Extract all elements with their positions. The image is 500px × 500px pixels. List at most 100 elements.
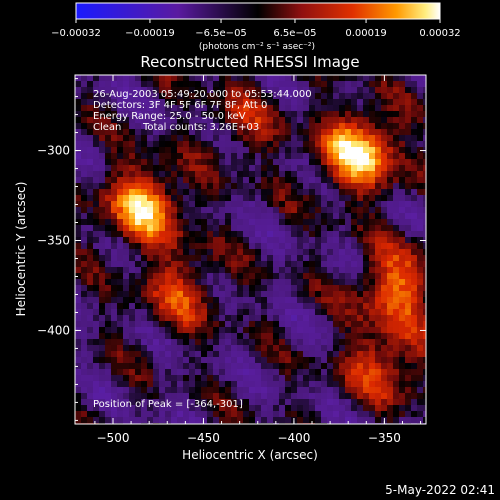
heatmap-cell bbox=[363, 381, 369, 387]
heatmap-cell bbox=[189, 345, 195, 351]
heatmap-cell bbox=[291, 171, 297, 177]
heatmap-cell bbox=[195, 387, 201, 393]
heatmap-cell bbox=[297, 303, 303, 309]
heatmap-cell bbox=[75, 219, 81, 225]
heatmap-cell bbox=[165, 243, 171, 249]
heatmap-cell bbox=[387, 411, 393, 417]
heatmap-cell bbox=[405, 171, 411, 177]
heatmap-cell bbox=[411, 237, 417, 243]
heatmap-cell bbox=[183, 339, 189, 345]
heatmap-cell bbox=[393, 339, 399, 345]
heatmap-cell bbox=[105, 381, 111, 387]
heatmap-cell bbox=[303, 81, 309, 87]
heatmap-cell bbox=[411, 309, 417, 315]
heatmap-cell bbox=[417, 369, 423, 375]
heatmap-cell bbox=[189, 231, 195, 237]
heatmap-cell bbox=[417, 129, 423, 135]
heatmap-cell bbox=[333, 411, 339, 417]
heatmap-cell bbox=[399, 405, 405, 411]
heatmap-cell bbox=[141, 363, 147, 369]
heatmap-cell bbox=[261, 315, 267, 321]
heatmap-cell bbox=[165, 351, 171, 357]
heatmap-cell bbox=[165, 99, 171, 105]
heatmap-cell bbox=[417, 309, 423, 315]
heatmap-cell bbox=[423, 297, 426, 303]
heatmap-cell bbox=[105, 303, 111, 309]
heatmap-cell bbox=[321, 387, 327, 393]
heatmap-cell bbox=[225, 297, 231, 303]
heatmap-cell bbox=[165, 117, 171, 123]
heatmap-cell bbox=[249, 417, 255, 423]
heatmap-cell bbox=[345, 273, 351, 279]
heatmap-cell bbox=[273, 303, 279, 309]
heatmap-cell bbox=[243, 303, 249, 309]
heatmap-cell bbox=[339, 123, 345, 129]
heatmap-cell bbox=[75, 75, 81, 81]
heatmap-cell bbox=[243, 387, 249, 393]
heatmap-cell bbox=[201, 309, 207, 315]
heatmap-cell bbox=[75, 195, 81, 201]
heatmap-cell bbox=[99, 93, 105, 99]
heatmap-cell bbox=[351, 159, 357, 165]
heatmap-cell bbox=[381, 189, 387, 195]
heatmap-cell bbox=[243, 153, 249, 159]
heatmap-cell bbox=[345, 111, 351, 117]
heatmap-cell bbox=[177, 105, 183, 111]
heatmap-cell bbox=[177, 165, 183, 171]
heatmap-cell bbox=[273, 219, 279, 225]
heatmap-cell bbox=[375, 297, 381, 303]
heatmap-cell bbox=[411, 327, 417, 333]
heatmap-cell bbox=[183, 381, 189, 387]
heatmap-cell bbox=[147, 339, 153, 345]
heatmap-cell bbox=[399, 123, 405, 129]
heatmap-cell bbox=[135, 147, 141, 153]
heatmap-cell bbox=[201, 297, 207, 303]
heatmap-cell bbox=[147, 303, 153, 309]
heatmap-cell bbox=[393, 291, 399, 297]
heatmap-cell bbox=[417, 255, 423, 261]
heatmap-cell bbox=[243, 75, 249, 81]
heatmap-cell bbox=[189, 81, 195, 87]
heatmap-cell bbox=[183, 249, 189, 255]
heatmap-cell bbox=[147, 165, 153, 171]
heatmap-cell bbox=[243, 369, 249, 375]
heatmap-cell bbox=[399, 279, 405, 285]
heatmap-cell bbox=[393, 171, 399, 177]
heatmap-cell bbox=[363, 141, 369, 147]
heatmap-cell bbox=[375, 135, 381, 141]
heatmap-cell bbox=[135, 105, 141, 111]
heatmap-cell bbox=[333, 201, 339, 207]
heatmap-cell bbox=[423, 381, 426, 387]
heatmap-cell bbox=[99, 141, 105, 147]
heatmap-cell bbox=[363, 111, 369, 117]
heatmap-cell bbox=[393, 165, 399, 171]
heatmap-cell bbox=[153, 321, 159, 327]
heatmap-cell bbox=[267, 99, 273, 105]
heatmap-cell bbox=[117, 399, 123, 405]
heatmap-cell bbox=[405, 117, 411, 123]
heatmap-cell bbox=[195, 93, 201, 99]
heatmap-cell bbox=[291, 393, 297, 399]
heatmap-cell bbox=[249, 237, 255, 243]
heatmap-cell bbox=[255, 159, 261, 165]
heatmap-cell bbox=[423, 195, 426, 201]
heatmap-cell bbox=[183, 417, 189, 423]
heatmap-cell bbox=[237, 351, 243, 357]
heatmap-cell bbox=[237, 369, 243, 375]
heatmap-cell bbox=[309, 291, 315, 297]
heatmap-cell bbox=[255, 237, 261, 243]
heatmap-cell bbox=[297, 105, 303, 111]
heatmap-cell bbox=[279, 339, 285, 345]
heatmap-cell bbox=[345, 123, 351, 129]
heatmap-cell bbox=[243, 147, 249, 153]
heatmap-cell bbox=[219, 279, 225, 285]
heatmap-cell bbox=[189, 201, 195, 207]
heatmap-cell bbox=[141, 327, 147, 333]
heatmap-cell bbox=[117, 189, 123, 195]
heatmap-cell bbox=[339, 357, 345, 363]
heatmap-cell bbox=[267, 357, 273, 363]
heatmap-cell bbox=[417, 261, 423, 267]
heatmap-cell bbox=[195, 195, 201, 201]
heatmap-cell bbox=[87, 123, 93, 129]
heatmap-cell bbox=[75, 213, 81, 219]
